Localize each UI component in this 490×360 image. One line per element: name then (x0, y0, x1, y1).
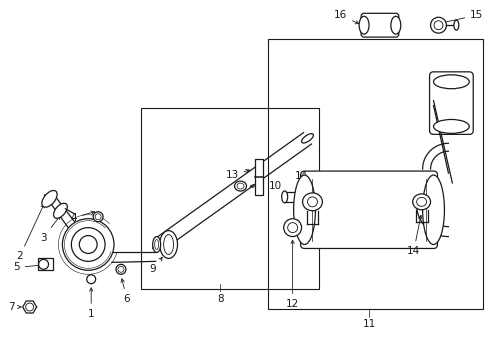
Ellipse shape (284, 219, 301, 237)
Ellipse shape (93, 212, 103, 222)
Ellipse shape (79, 235, 97, 253)
Text: 15: 15 (434, 10, 484, 25)
Ellipse shape (153, 237, 161, 252)
Ellipse shape (235, 181, 246, 191)
Ellipse shape (294, 175, 316, 244)
Text: 16: 16 (334, 10, 359, 24)
Ellipse shape (42, 190, 57, 207)
Text: 9: 9 (149, 257, 162, 274)
Text: 8: 8 (217, 294, 223, 304)
Ellipse shape (95, 214, 101, 220)
Circle shape (39, 260, 49, 269)
Ellipse shape (153, 240, 165, 249)
Ellipse shape (62, 219, 114, 270)
Bar (255, 159, 263, 195)
Text: 6: 6 (121, 279, 130, 304)
Ellipse shape (302, 193, 322, 211)
Ellipse shape (416, 197, 427, 206)
Text: 12: 12 (286, 240, 299, 309)
Ellipse shape (116, 264, 126, 274)
Ellipse shape (431, 17, 446, 33)
Ellipse shape (53, 203, 67, 218)
Bar (38, 258, 53, 270)
Text: 2: 2 (17, 204, 44, 261)
Text: 11: 11 (363, 319, 376, 329)
Text: 14: 14 (407, 215, 422, 256)
Ellipse shape (282, 191, 288, 203)
Ellipse shape (118, 266, 124, 272)
Bar (141, 108, 319, 289)
Ellipse shape (237, 183, 244, 189)
Text: 4: 4 (70, 211, 95, 223)
FancyBboxPatch shape (430, 72, 473, 134)
Ellipse shape (391, 16, 401, 34)
Ellipse shape (302, 134, 314, 143)
Ellipse shape (308, 197, 318, 207)
Ellipse shape (164, 235, 173, 255)
Ellipse shape (155, 239, 159, 249)
Ellipse shape (413, 194, 431, 210)
FancyBboxPatch shape (300, 171, 438, 248)
Ellipse shape (434, 120, 469, 133)
Circle shape (25, 303, 34, 311)
Text: 5: 5 (13, 262, 48, 272)
Text: 3: 3 (40, 216, 60, 243)
Text: 7: 7 (8, 302, 21, 312)
Text: 10: 10 (250, 181, 281, 191)
Ellipse shape (454, 20, 459, 30)
Polygon shape (23, 301, 37, 313)
Text: 13: 13 (225, 170, 249, 180)
Text: 14: 14 (295, 171, 310, 189)
FancyBboxPatch shape (361, 13, 399, 37)
Ellipse shape (72, 228, 105, 261)
Ellipse shape (359, 16, 369, 34)
Ellipse shape (434, 75, 469, 89)
Ellipse shape (422, 175, 444, 244)
Ellipse shape (434, 21, 443, 30)
Ellipse shape (87, 275, 96, 284)
Ellipse shape (160, 231, 177, 258)
Bar (268, 39, 483, 309)
Ellipse shape (288, 223, 297, 233)
Text: 1: 1 (88, 288, 95, 319)
